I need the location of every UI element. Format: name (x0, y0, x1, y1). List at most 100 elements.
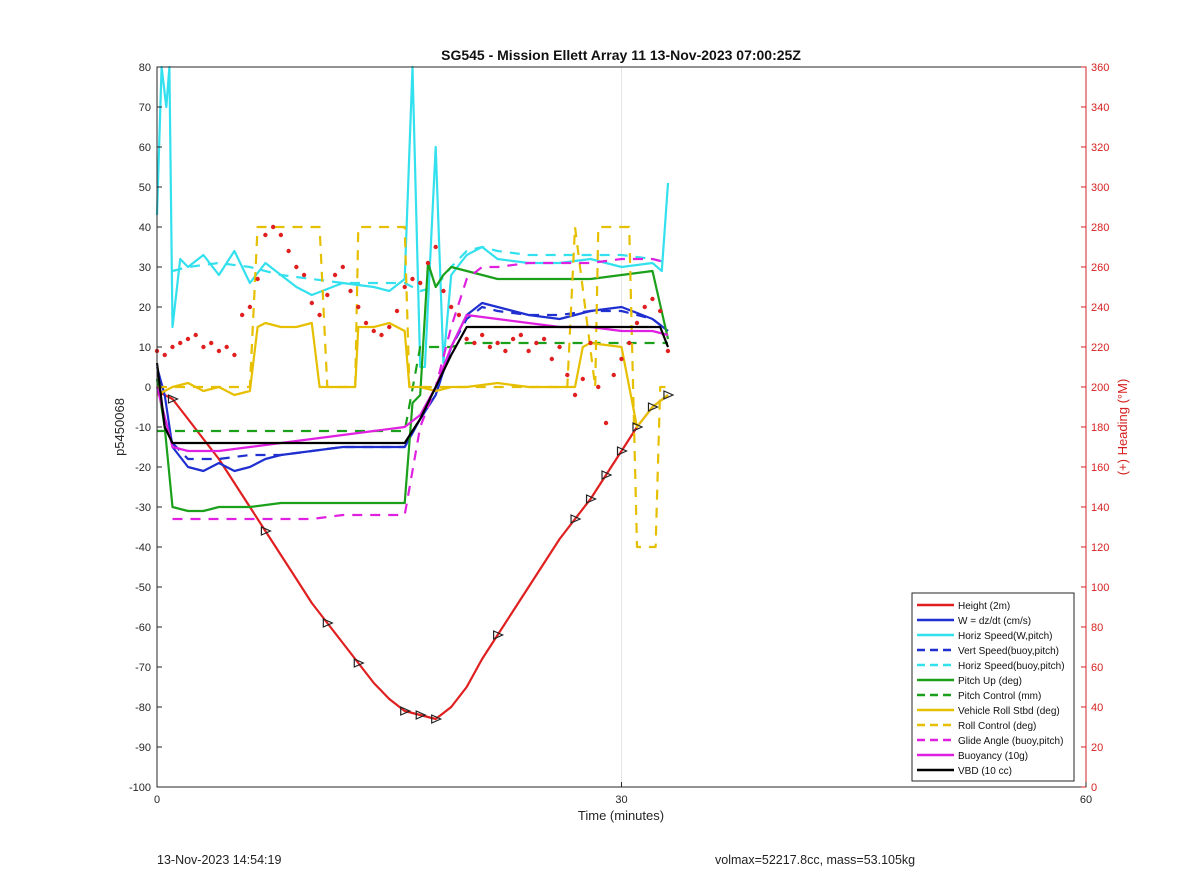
legend-label: W = dz/dt (cm/s) (958, 616, 1031, 627)
heading-point (565, 372, 570, 378)
y2-tick-label: 180 (1091, 422, 1109, 434)
y-tick-label: -30 (135, 502, 151, 514)
dive-marker (322, 618, 334, 628)
heading-point (348, 288, 353, 294)
heading-point (557, 344, 562, 350)
y-tick-label: 80 (139, 62, 151, 74)
dive-marker (616, 446, 628, 456)
heading-point (239, 312, 245, 318)
heading-point (325, 292, 330, 298)
heading-point (394, 308, 400, 314)
legend-label: Height (2m) (958, 601, 1010, 612)
legend-label: Vert Speed(buoy,pitch) (958, 646, 1059, 657)
chart-title: SG545 - Mission Ellett Array 11 13-Nov-2… (441, 47, 801, 63)
heading-point (216, 348, 222, 354)
heading-point (255, 276, 260, 282)
dive-marker (601, 470, 613, 480)
series-line (171, 305, 669, 461)
y-tick-label: 60 (139, 142, 151, 154)
y-tick-label: -80 (135, 702, 151, 714)
y2-tick-label: 160 (1091, 462, 1109, 474)
heading-point (596, 384, 601, 390)
y-tick-label: -20 (135, 462, 151, 474)
y-tick-label: -70 (135, 662, 151, 674)
heading-point (170, 344, 175, 350)
y2-tick-label: 360 (1091, 62, 1109, 74)
dive-marker (415, 710, 427, 720)
heading-point (456, 312, 462, 318)
heading-point (317, 312, 322, 318)
heading-point (503, 348, 508, 354)
heading-point (270, 224, 276, 230)
dive-marker (663, 390, 675, 400)
heading-point (379, 332, 384, 338)
y-tick-label: -60 (135, 622, 151, 634)
legend-label: Buoyancy (10g) (958, 751, 1028, 762)
series-line (156, 321, 669, 429)
series-line (156, 390, 669, 721)
y2-tick-label: 340 (1091, 102, 1109, 114)
heading-point (603, 420, 609, 426)
heading-point (448, 304, 454, 310)
y2-tick-label: 260 (1091, 262, 1109, 274)
heading-point (332, 272, 338, 278)
legend-label: Pitch Up (deg) (958, 676, 1022, 687)
heading-point (541, 336, 547, 342)
heading-point (410, 276, 415, 282)
heading-point (340, 264, 345, 270)
legend-label: Horiz Speed(W,pitch) (958, 631, 1052, 642)
heading-point (162, 352, 167, 358)
heading-point (495, 340, 500, 346)
heading-point (224, 344, 229, 350)
heading-point (294, 264, 299, 270)
x-axis-label: Time (minutes) (578, 808, 664, 823)
y2-tick-label: 0 (1091, 782, 1097, 794)
heading-point (263, 232, 268, 238)
heading-point (441, 288, 446, 294)
y-tick-label: 20 (139, 302, 151, 314)
y2-tick-label: 140 (1091, 502, 1109, 514)
dive-marker (167, 394, 179, 404)
y2-tick-label: 60 (1091, 662, 1103, 674)
y-tick-label: -90 (135, 742, 151, 754)
y2-axis-label: (+) Heading (°M) (1115, 379, 1130, 476)
y-tick-label: -50 (135, 582, 151, 594)
y2-tick-label: 20 (1091, 742, 1103, 754)
legend-label: Pitch Control (mm) (958, 691, 1041, 702)
heading-point (580, 376, 585, 382)
heading-point (472, 340, 477, 346)
legend-box (911, 592, 1075, 782)
series-layer (154, 65, 675, 724)
dive-marker (570, 514, 582, 524)
x-tick-label: 60 (1080, 794, 1092, 806)
y-tick-label: 30 (139, 262, 151, 274)
heading-point (201, 344, 206, 350)
series-line (155, 261, 670, 513)
heading-point (356, 304, 361, 310)
heading-point (232, 352, 237, 358)
heading-point (363, 320, 369, 326)
legend-label: VBD (10 cc) (958, 766, 1012, 777)
dive-marker (353, 658, 365, 668)
heading-point (665, 348, 671, 354)
y2-tick-label: 280 (1091, 222, 1109, 234)
heading-point (487, 344, 493, 350)
heading-point (611, 372, 616, 378)
heading-point (464, 336, 469, 342)
dive-marker (260, 526, 272, 536)
x-tick-label: 0 (154, 794, 160, 806)
heading-point (371, 328, 376, 334)
heading-point (247, 304, 253, 310)
heading-point (634, 320, 640, 326)
legend: Height (2m) W = dz/dt (cm/s) Horiz Speed(W… (911, 592, 1075, 782)
y2-tick-label: 240 (1091, 302, 1109, 314)
legend-label: Horiz Speed(buoy,pitch) (958, 661, 1065, 672)
heading-point (534, 340, 539, 346)
y-tick-label: 40 (139, 222, 151, 234)
footer-timestamp: 13-Nov-2023 14:54:19 (157, 853, 282, 867)
heading-point (402, 284, 407, 290)
heading-point (286, 248, 291, 254)
dive-marker (585, 494, 598, 504)
y2-tick-label: 40 (1091, 702, 1103, 714)
